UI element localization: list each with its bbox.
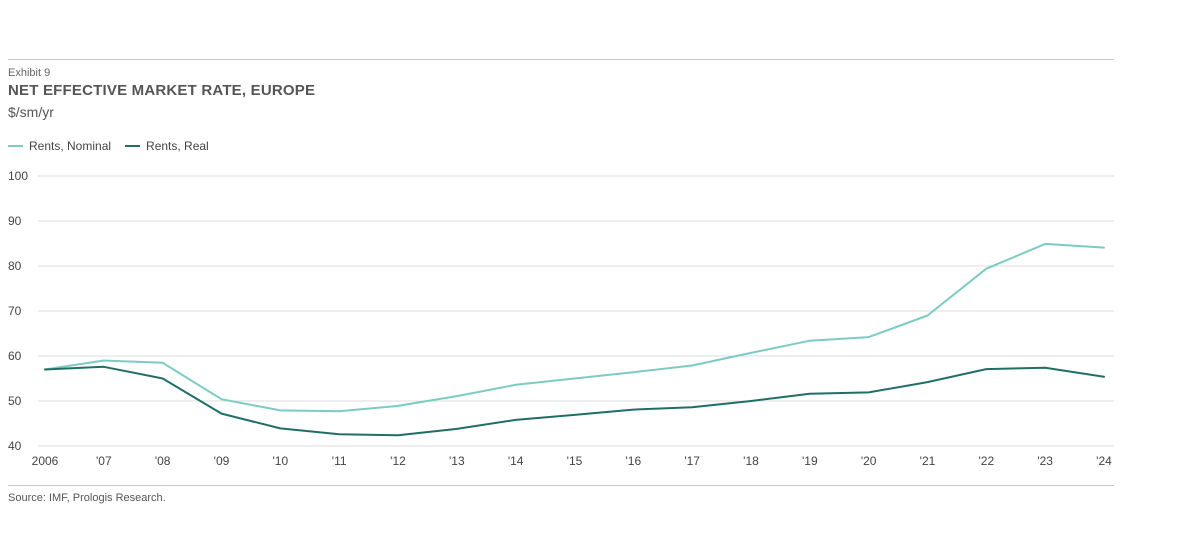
x-tick-label: '12 xyxy=(390,454,406,468)
exhibit-label: Exhibit 9 xyxy=(8,67,51,79)
series-line-nominal xyxy=(44,242,1105,413)
x-tick-label: '24 xyxy=(1096,454,1112,468)
series-line-real xyxy=(44,365,1105,437)
chart-units: $/sm/yr xyxy=(8,104,54,120)
y-tick-label: 100 xyxy=(8,169,28,183)
chart-legend: Rents, Nominal Rents, Real xyxy=(8,139,223,153)
top-rule xyxy=(8,59,1114,60)
x-tick-label: '21 xyxy=(920,454,936,468)
y-tick-label: 90 xyxy=(8,214,22,228)
legend-swatch-real xyxy=(125,145,141,147)
x-tick-label: '08 xyxy=(155,454,171,468)
x-tick-label: '09 xyxy=(214,454,230,468)
x-tick-label: 2006 xyxy=(32,454,59,468)
source-note: Source: IMF, Prologis Research. xyxy=(8,492,166,504)
x-tick-label: '20 xyxy=(861,454,877,468)
legend-item-real: Rents, Real xyxy=(125,139,209,153)
legend-swatch-nominal xyxy=(8,145,23,147)
y-tick-label: 70 xyxy=(8,304,22,318)
x-tick-label: '23 xyxy=(1037,454,1053,468)
x-tick-label: '07 xyxy=(96,454,112,468)
x-tick-label: '10 xyxy=(273,454,289,468)
legend-label-nominal: Rents, Nominal xyxy=(29,139,112,153)
legend-label-real: Rents, Real xyxy=(146,139,209,153)
x-tick-label: '22 xyxy=(979,454,995,468)
bottom-rule xyxy=(8,485,1114,486)
x-tick-label: '17 xyxy=(684,454,700,468)
y-tick-label: 50 xyxy=(8,394,22,408)
y-tick-label: 60 xyxy=(8,349,22,363)
chart-title: NET EFFECTIVE MARKET RATE, EUROPE xyxy=(8,82,316,99)
x-tick-label: '19 xyxy=(802,454,818,468)
x-tick-label: '14 xyxy=(508,454,524,468)
x-tick-label: '15 xyxy=(567,454,583,468)
x-tick-label: '16 xyxy=(626,454,642,468)
x-tick-label: '13 xyxy=(449,454,465,468)
y-tick-label: 40 xyxy=(8,439,22,453)
y-tick-label: 80 xyxy=(8,259,22,273)
x-tick-label: '18 xyxy=(743,454,759,468)
legend-item-nominal: Rents, Nominal xyxy=(8,139,111,153)
x-tick-label: '11 xyxy=(332,454,347,468)
